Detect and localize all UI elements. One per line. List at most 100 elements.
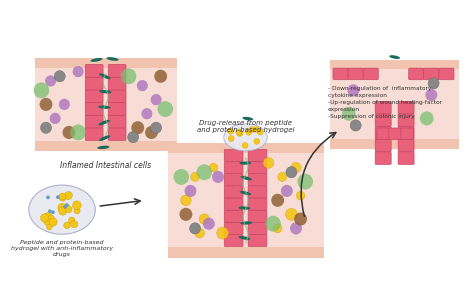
Circle shape	[228, 128, 234, 134]
Ellipse shape	[224, 124, 267, 151]
FancyBboxPatch shape	[85, 115, 103, 128]
Circle shape	[63, 126, 75, 139]
Ellipse shape	[91, 58, 102, 62]
FancyBboxPatch shape	[398, 126, 414, 139]
Circle shape	[350, 120, 361, 131]
FancyBboxPatch shape	[424, 68, 439, 80]
FancyBboxPatch shape	[224, 161, 243, 174]
FancyBboxPatch shape	[398, 152, 414, 165]
Bar	[167, 143, 324, 258]
Circle shape	[203, 218, 215, 230]
Circle shape	[121, 68, 137, 84]
FancyBboxPatch shape	[108, 127, 126, 141]
Circle shape	[73, 201, 81, 210]
Ellipse shape	[240, 221, 252, 225]
FancyBboxPatch shape	[85, 64, 103, 77]
Circle shape	[196, 164, 212, 180]
Circle shape	[237, 130, 242, 136]
FancyBboxPatch shape	[363, 68, 378, 80]
Circle shape	[44, 218, 51, 225]
FancyBboxPatch shape	[224, 210, 243, 222]
Ellipse shape	[238, 236, 250, 240]
Circle shape	[154, 70, 167, 83]
Circle shape	[40, 122, 52, 133]
Circle shape	[157, 101, 173, 117]
Circle shape	[190, 223, 201, 234]
Circle shape	[51, 210, 55, 214]
Circle shape	[34, 82, 49, 98]
Circle shape	[254, 126, 259, 133]
Circle shape	[199, 214, 210, 224]
FancyBboxPatch shape	[377, 128, 389, 140]
Circle shape	[47, 215, 54, 222]
Bar	[35, 141, 177, 151]
Circle shape	[249, 126, 255, 133]
FancyBboxPatch shape	[224, 174, 243, 186]
Circle shape	[271, 194, 284, 207]
Circle shape	[58, 203, 67, 212]
FancyBboxPatch shape	[401, 128, 413, 140]
Circle shape	[145, 126, 158, 139]
FancyBboxPatch shape	[248, 174, 267, 186]
FancyBboxPatch shape	[439, 68, 454, 80]
Circle shape	[70, 124, 86, 140]
FancyBboxPatch shape	[375, 126, 391, 139]
Ellipse shape	[99, 135, 110, 141]
Circle shape	[64, 222, 70, 229]
Circle shape	[184, 185, 196, 197]
Ellipse shape	[29, 185, 95, 234]
Circle shape	[73, 66, 83, 77]
Ellipse shape	[99, 73, 110, 79]
Circle shape	[151, 122, 162, 133]
Circle shape	[290, 222, 302, 235]
Circle shape	[228, 135, 234, 142]
Circle shape	[64, 192, 73, 200]
Circle shape	[50, 113, 61, 124]
Circle shape	[246, 129, 252, 135]
FancyBboxPatch shape	[248, 149, 267, 161]
Bar	[330, 60, 459, 149]
Text: Inflamed Intestinal cells: Inflamed Intestinal cells	[60, 161, 151, 170]
Circle shape	[286, 167, 297, 178]
Circle shape	[54, 71, 65, 82]
FancyBboxPatch shape	[375, 152, 391, 165]
FancyBboxPatch shape	[375, 139, 391, 152]
FancyBboxPatch shape	[398, 101, 414, 114]
FancyBboxPatch shape	[85, 127, 103, 141]
Circle shape	[40, 214, 49, 222]
Bar	[330, 139, 459, 149]
Circle shape	[294, 212, 307, 226]
Ellipse shape	[238, 206, 250, 210]
Circle shape	[71, 221, 78, 228]
Circle shape	[46, 224, 52, 230]
FancyBboxPatch shape	[248, 198, 267, 210]
FancyBboxPatch shape	[248, 161, 267, 174]
Circle shape	[151, 94, 162, 105]
FancyBboxPatch shape	[248, 222, 267, 235]
FancyBboxPatch shape	[108, 64, 126, 77]
Circle shape	[347, 84, 359, 96]
Circle shape	[428, 78, 439, 89]
Ellipse shape	[239, 161, 251, 165]
Circle shape	[39, 98, 53, 111]
Circle shape	[265, 216, 281, 232]
Circle shape	[173, 169, 189, 185]
Circle shape	[59, 99, 70, 110]
Circle shape	[195, 228, 204, 238]
Circle shape	[46, 196, 50, 199]
Circle shape	[209, 163, 218, 172]
Circle shape	[44, 212, 52, 221]
FancyBboxPatch shape	[224, 235, 243, 247]
Text: Peptide and protein-based
hydrogel with anti-inflammatory
drugs: Peptide and protein-based hydrogel with …	[11, 240, 113, 257]
Ellipse shape	[99, 90, 111, 93]
Circle shape	[65, 206, 72, 213]
Ellipse shape	[98, 120, 110, 126]
Text: - Down-regulation of  inflammatory
cytokine expression
-Up-regulation of wound h: - Down-regulation of inflammatory cytoki…	[328, 86, 442, 119]
Circle shape	[74, 208, 80, 214]
FancyBboxPatch shape	[224, 186, 243, 198]
Circle shape	[342, 107, 356, 121]
Circle shape	[420, 111, 434, 126]
Text: Drug-release from peptide
and protein-based hydrogel: Drug-release from peptide and protein-ba…	[197, 119, 294, 133]
Ellipse shape	[240, 176, 252, 180]
Circle shape	[141, 108, 153, 119]
